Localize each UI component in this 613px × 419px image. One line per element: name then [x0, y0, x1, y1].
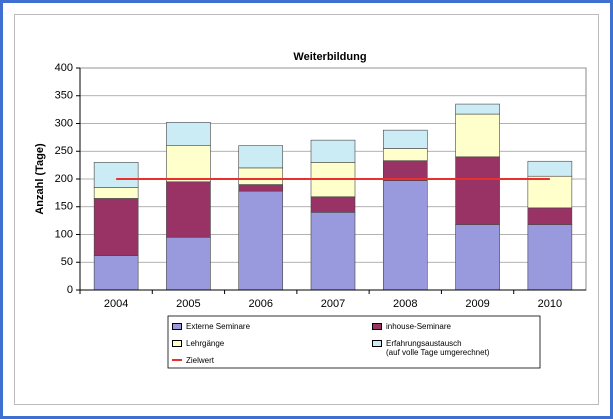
y-tick-label: 200 — [55, 173, 73, 185]
x-tick-label: 2010 — [538, 298, 562, 310]
y-tick-label: 150 — [55, 201, 73, 213]
legend-label: Erfahrungsaustausch (auf volle Tage umge… — [386, 339, 490, 357]
bar-segment — [310, 212, 356, 291]
bar-segment — [382, 129, 428, 149]
y-tick-label: 100 — [55, 228, 73, 240]
bar-segment — [93, 187, 139, 199]
bar-segment — [166, 122, 211, 146]
bar-segment — [238, 190, 284, 291]
bar-segment — [238, 145, 284, 169]
bar-segment — [166, 181, 211, 238]
bar-segment — [166, 236, 211, 291]
legend-label: inhouse-Seminare — [386, 322, 451, 331]
y-tick-label: 300 — [55, 117, 73, 129]
legend-swatch — [372, 323, 382, 330]
y-tick-label: 0 — [67, 284, 73, 296]
bar-segment — [527, 224, 573, 291]
bar-segment — [310, 196, 356, 213]
bar-segment — [93, 198, 139, 256]
y-tick-label: 50 — [61, 256, 73, 268]
bar-segment — [455, 224, 500, 291]
x-tick-label: 2008 — [393, 298, 417, 310]
bar-segment — [166, 145, 211, 183]
bar-segment — [527, 207, 573, 225]
x-tick-label: 2007 — [321, 298, 345, 310]
legend-label: Zielwert — [186, 356, 215, 365]
bar-segment — [527, 175, 573, 209]
bar-segment — [455, 113, 500, 158]
bar-segment — [93, 255, 139, 291]
legend-label: Externe Seminare — [186, 322, 251, 331]
y-tick-label: 400 — [55, 62, 73, 74]
bar-segment — [238, 184, 284, 192]
legend-line — [172, 359, 182, 361]
legend-swatch — [372, 340, 382, 347]
bar-segment — [238, 167, 284, 185]
bar-segment — [93, 162, 139, 188]
chart-title: Weiterbildung — [293, 51, 366, 63]
bar-segment — [310, 139, 356, 163]
y-tick-label: 350 — [55, 90, 73, 102]
y-tick-label: 250 — [55, 145, 73, 157]
x-tick-label: 2005 — [176, 298, 200, 310]
x-tick-label: 2004 — [104, 298, 128, 310]
legend-box — [167, 315, 541, 369]
bar-segment — [455, 156, 500, 225]
bar-segment — [527, 160, 573, 177]
legend-swatch — [172, 340, 182, 347]
x-tick-label: 2006 — [248, 298, 272, 310]
y-axis-label: Anzahl (Tage) — [34, 143, 46, 215]
bar-segment — [382, 160, 428, 181]
bar-segment — [455, 103, 500, 115]
bar-segment — [382, 180, 428, 291]
x-tick-label: 2009 — [465, 298, 489, 310]
legend-label: Lehrgänge — [186, 339, 225, 348]
bar-segment — [382, 148, 428, 161]
legend-swatch — [172, 323, 182, 330]
